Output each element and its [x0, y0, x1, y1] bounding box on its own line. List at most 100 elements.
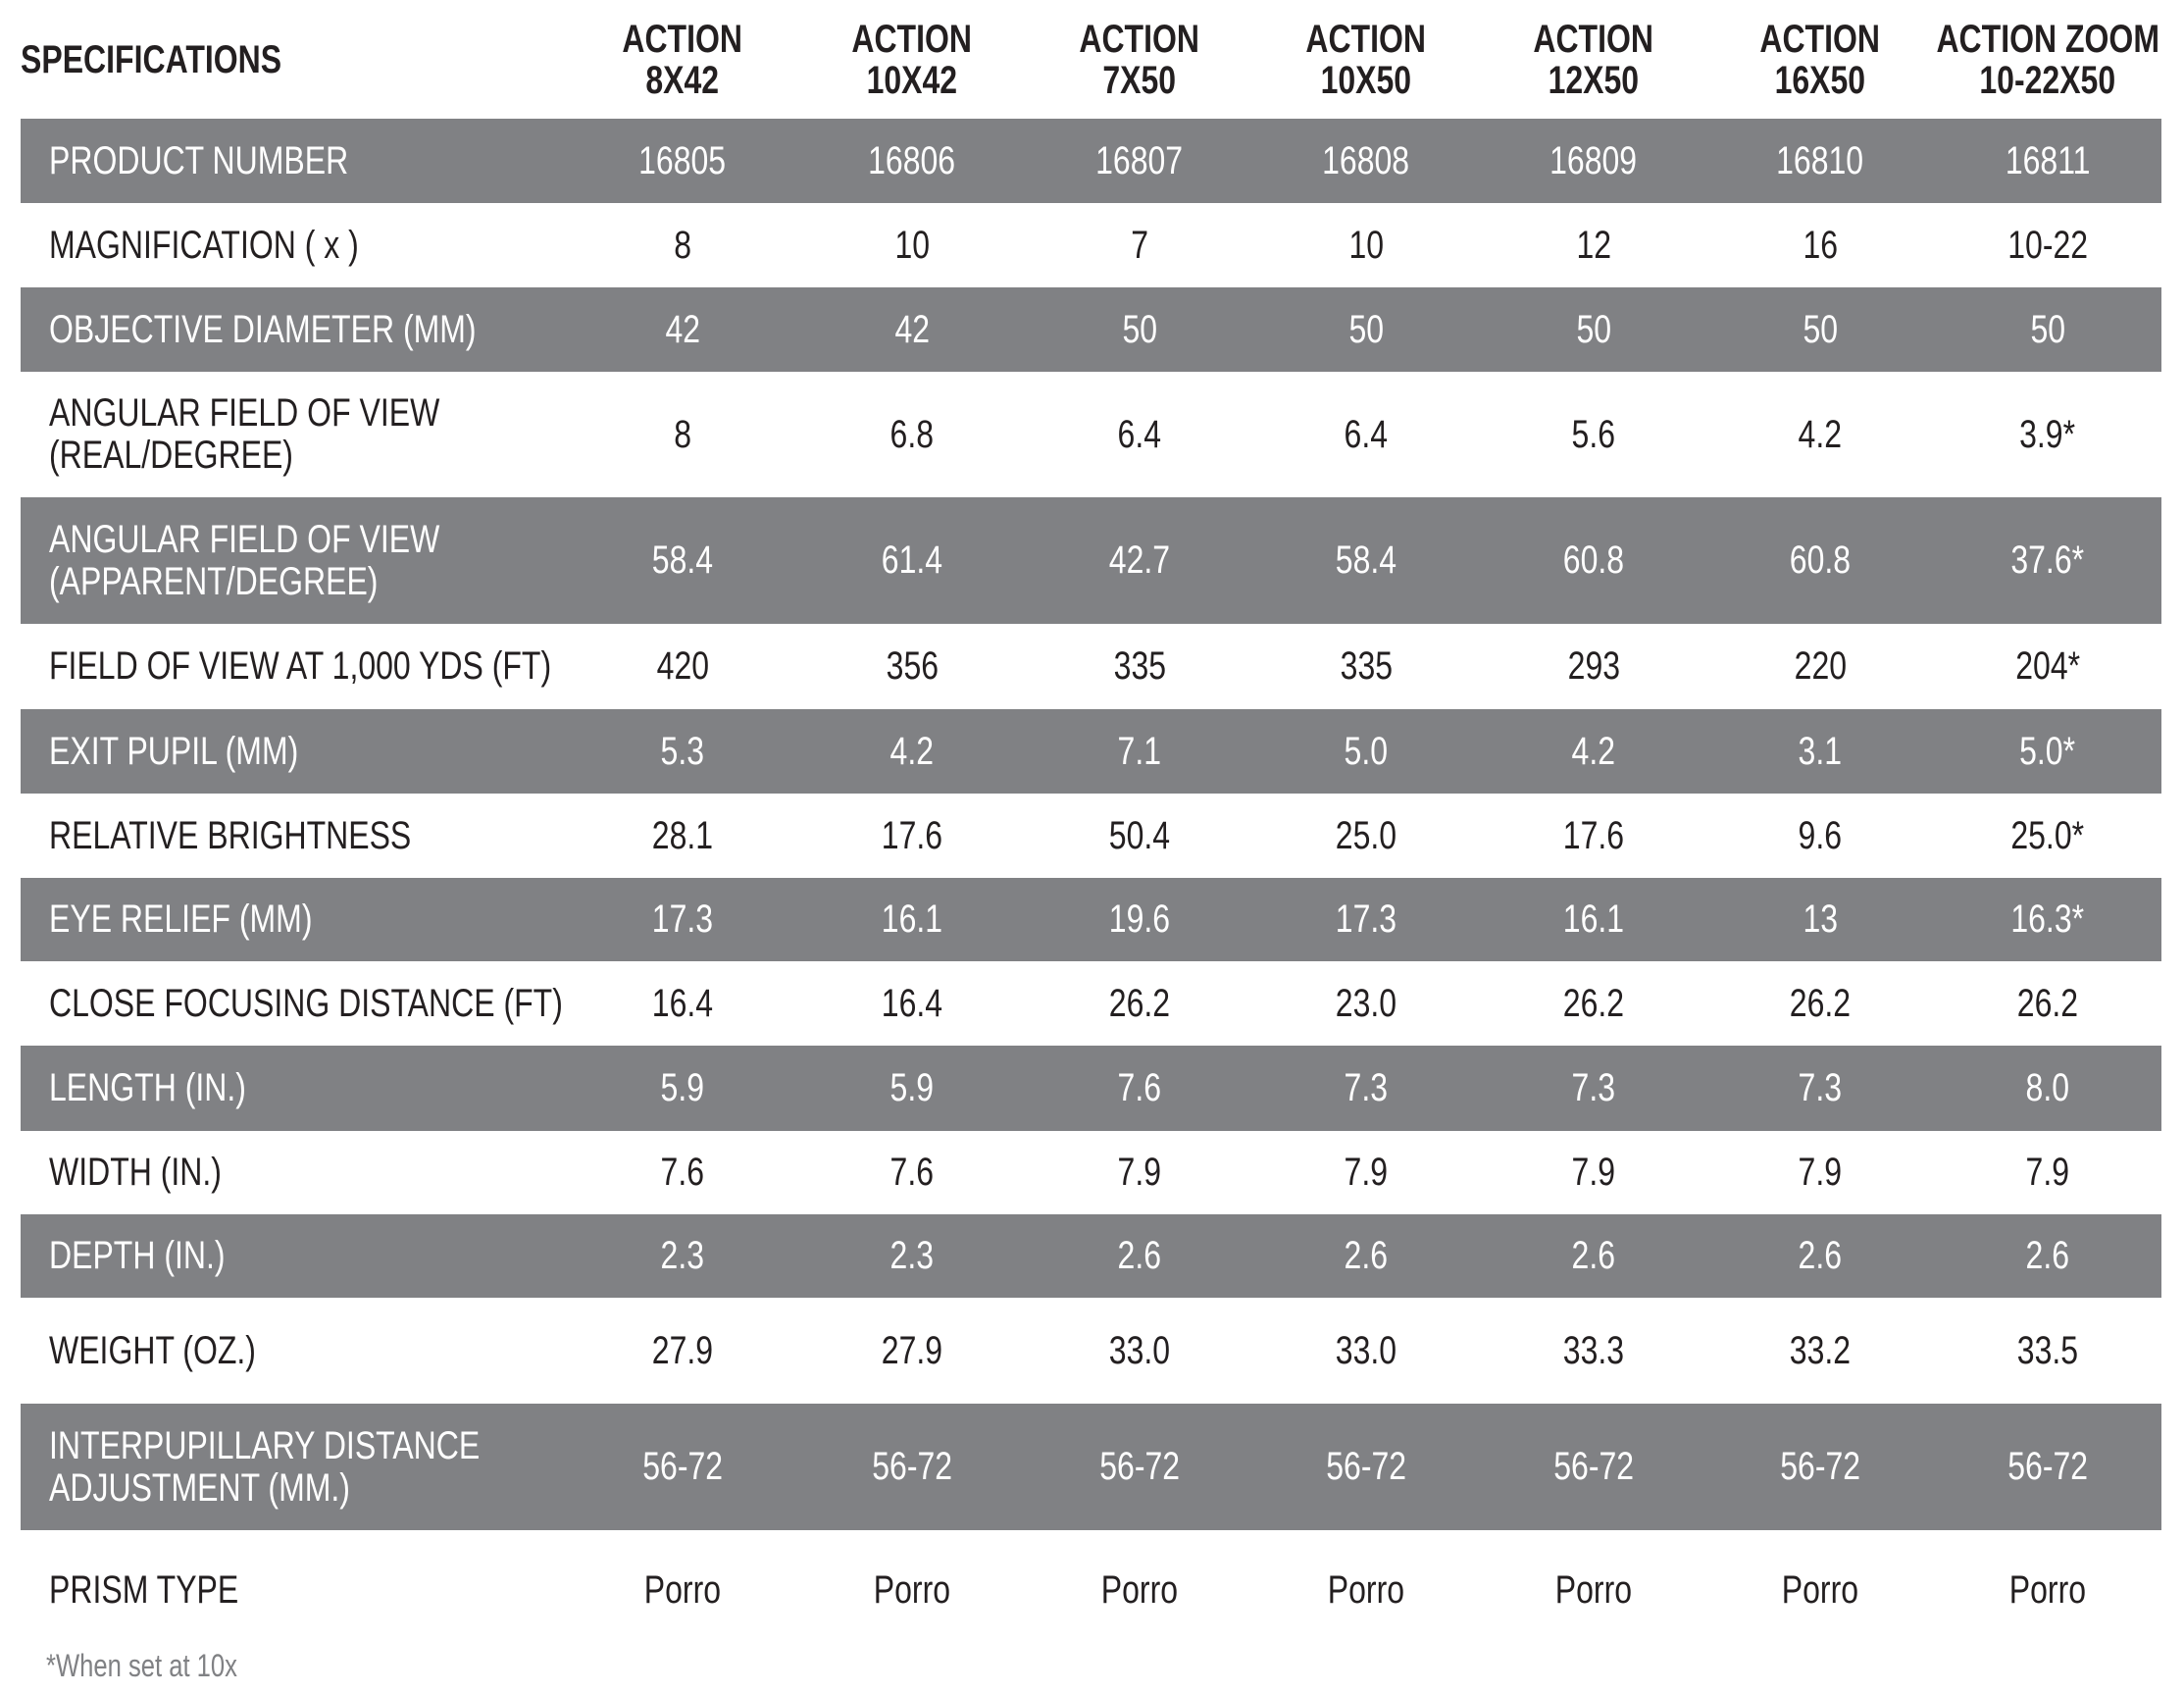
row-label: WIDTH (IN.) — [49, 1131, 265, 1214]
row-label-line: FIELD OF VIEW AT 1,000 YDS (FT) — [49, 644, 552, 688]
value-text: 4.2 — [1798, 412, 1843, 456]
value-cell: 26.2 — [1940, 961, 2156, 1046]
row-label: PRISM TYPE — [49, 1530, 286, 1651]
value-text: 2.6 — [1117, 1234, 1162, 1277]
value-cell: 7.6 — [575, 1131, 790, 1214]
value-text: 335 — [1113, 644, 1166, 688]
value-text: 50 — [2030, 307, 2065, 351]
value-cell: 50 — [1032, 287, 1247, 372]
value-text: 56-72 — [2007, 1445, 2088, 1488]
row-label-line: EXIT PUPIL (MM) — [49, 729, 299, 773]
value-cell: Porro — [1032, 1530, 1247, 1651]
value-cell: 5.9 — [575, 1046, 790, 1131]
value-text: Porro — [643, 1568, 722, 1612]
value-text: 19.6 — [1108, 898, 1171, 941]
value-text: 7.3 — [1571, 1066, 1616, 1109]
value-cell: 56-72 — [804, 1404, 1020, 1530]
value-text: 2.6 — [1571, 1234, 1616, 1277]
value-text: 7.3 — [1798, 1066, 1843, 1109]
spec-row: DEPTH (IN.) 2.3 2.3 2.6 2.6 2.6 2.6 2.6 — [21, 1214, 2161, 1298]
corner-cell: SPECIFICATIONS — [21, 0, 347, 119]
value-text: 60.8 — [1562, 539, 1625, 582]
value-text: 56-72 — [872, 1445, 952, 1488]
value-text: 25.0* — [2010, 813, 2085, 857]
value-cell: 6.4 — [1032, 372, 1247, 497]
spec-row: OBJECTIVE DIAMETER (MM) 42 42 50 50 50 50 50 — [21, 287, 2161, 372]
value-text: 50 — [1576, 307, 1611, 351]
column-header-line: ACTION — [851, 17, 973, 61]
value-cell: 37.6* — [1940, 497, 2156, 624]
value-cell: Porro — [1258, 1530, 1474, 1651]
value-cell: Porro — [575, 1530, 790, 1651]
corner-label: SPECIFICATIONS — [21, 37, 282, 81]
value-text: 26.2 — [1562, 981, 1625, 1025]
value-cell: 7.9 — [1940, 1131, 2156, 1214]
value-text: 16.1 — [881, 898, 943, 941]
value-text: 58.4 — [651, 539, 714, 582]
value-cell: 17.6 — [1486, 794, 1701, 878]
value-cell: 4.2 — [804, 709, 1020, 794]
column-header-line: 7X50 — [1102, 58, 1177, 102]
value-cell: 33.5 — [1940, 1298, 2156, 1404]
value-text: 2.6 — [2025, 1234, 2070, 1277]
value-text: 5.6 — [1571, 412, 1616, 456]
column-header: ACTION 16X50 — [1712, 0, 1928, 119]
row-label-line: EYE RELIEF (MM) — [49, 898, 313, 941]
value-cell: Porro — [1940, 1530, 2156, 1651]
row-label: MAGNIFICATION ( x ) — [49, 203, 436, 287]
value-text: Porro — [1327, 1568, 1405, 1612]
value-cell: 16811 — [1940, 119, 2156, 203]
value-cell: 33.0 — [1258, 1298, 1474, 1404]
value-text: 27.9 — [651, 1328, 714, 1372]
value-cell: 23.0 — [1258, 961, 1474, 1046]
value-cell: 56-72 — [1940, 1404, 2156, 1530]
value-cell: 6.4 — [1258, 372, 1474, 497]
row-label: FIELD OF VIEW AT 1,000 YDS (FT) — [49, 624, 677, 709]
row-label: ANGULAR FIELD OF VIEW (REAL/DEGREE) — [49, 372, 537, 497]
value-text: Porro — [1781, 1568, 1859, 1612]
value-text: 56-72 — [1326, 1445, 1406, 1488]
value-cell: 16806 — [804, 119, 1020, 203]
value-cell: 4.2 — [1712, 372, 1928, 497]
value-cell: 5.0 — [1258, 709, 1474, 794]
value-cell: 33.2 — [1712, 1298, 1928, 1404]
value-text: 61.4 — [881, 539, 943, 582]
value-cell: 16.3* — [1940, 878, 2156, 961]
value-text: 25.0 — [1335, 813, 1397, 857]
value-cell: 25.0* — [1940, 794, 2156, 878]
column-header: ACTION 7X50 — [1032, 0, 1247, 119]
value-cell: 7.1 — [1032, 709, 1247, 794]
value-text: 13 — [1803, 898, 1838, 941]
value-text: 16 — [1803, 223, 1838, 267]
value-cell: 56-72 — [575, 1404, 790, 1530]
value-text: 5.0 — [1344, 729, 1389, 773]
value-cell: 56-72 — [1712, 1404, 1928, 1530]
value-cell: 50 — [1258, 287, 1474, 372]
value-text: 42 — [665, 307, 700, 351]
row-label: LENGTH (IN.) — [49, 1046, 295, 1131]
row-label: OBJECTIVE DIAMETER (MM) — [49, 287, 583, 372]
value-cell: 2.6 — [1940, 1214, 2156, 1298]
column-header-line: 12X50 — [1548, 58, 1640, 102]
spec-row: FIELD OF VIEW AT 1,000 YDS (FT) 420 356 335… — [21, 624, 2161, 709]
column-header: ACTION 10X50 — [1258, 0, 1474, 119]
value-text: 5.9 — [889, 1066, 935, 1109]
row-label: DEPTH (IN.) — [49, 1214, 269, 1298]
value-cell: 220 — [1712, 624, 1928, 709]
value-text: 56-72 — [642, 1445, 723, 1488]
row-label: INTERPUPILLARY DISTANCE ADJUSTMENT (MM.) — [49, 1404, 587, 1530]
value-cell: 5.3 — [575, 709, 790, 794]
value-cell: 7.9 — [1032, 1131, 1247, 1214]
value-text: Porro — [1100, 1568, 1179, 1612]
value-text: 7.9 — [1571, 1151, 1616, 1194]
value-cell: 16.1 — [804, 878, 1020, 961]
value-text: 7.6 — [660, 1151, 705, 1194]
column-header-line: ACTION — [1759, 17, 1881, 61]
row-label-line: PRODUCT NUMBER — [49, 138, 349, 182]
spec-row: ANGULAR FIELD OF VIEW (APPARENT/DEGREE) 58… — [21, 497, 2161, 624]
value-text: 9.6 — [1798, 813, 1843, 857]
value-cell: 7.6 — [1032, 1046, 1247, 1131]
value-cell: 16809 — [1486, 119, 1701, 203]
row-label-line: DEPTH (IN.) — [49, 1234, 226, 1277]
